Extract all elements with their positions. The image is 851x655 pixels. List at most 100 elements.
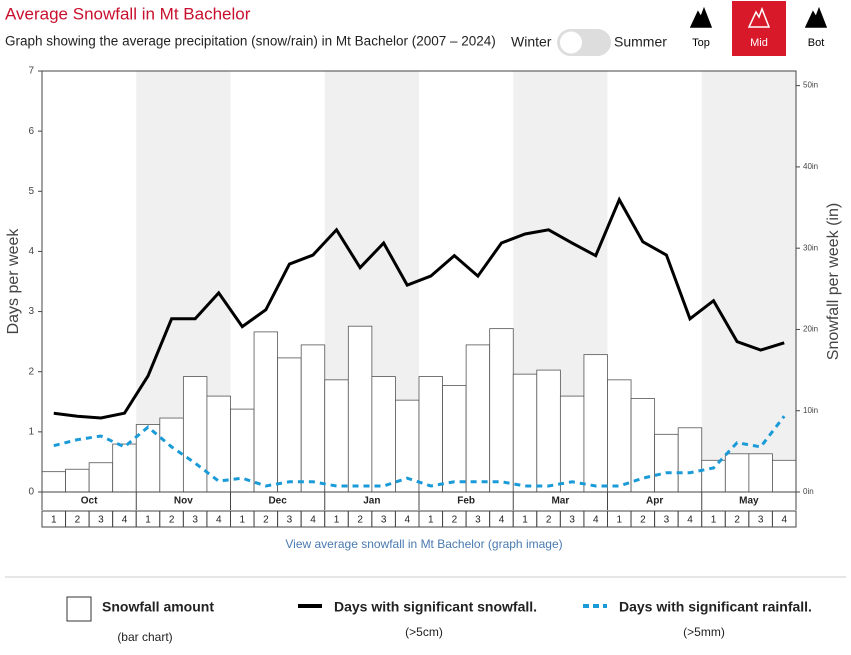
toggle-right: Summer — [614, 34, 667, 50]
bar — [583, 354, 608, 493]
week-label: 1 — [51, 515, 57, 526]
toggle-left: Winter — [511, 34, 552, 50]
week-label: 1 — [145, 515, 151, 526]
elevation-label: Mid — [750, 37, 768, 49]
week-label: 2 — [734, 515, 740, 526]
week-label: 3 — [664, 515, 670, 526]
week-label: 4 — [781, 515, 787, 526]
week-label: 2 — [452, 515, 458, 526]
title: Average Snowfall in Mt Bachelor — [5, 4, 251, 23]
week-label: 3 — [98, 515, 104, 526]
bar — [418, 376, 443, 493]
week-label: 1 — [240, 515, 246, 526]
y2-tick-label: 40in — [803, 162, 818, 171]
week-label: 1 — [522, 515, 528, 526]
month-label: Apr — [646, 496, 663, 507]
legend-label: Days with significant rainfall. — [619, 599, 812, 615]
week-label: 1 — [617, 515, 623, 526]
subtitle: Graph showing the average precipitation … — [5, 34, 496, 49]
bar — [300, 344, 326, 493]
bar — [748, 453, 773, 493]
y-tick-label: 2 — [28, 366, 34, 377]
bar — [41, 471, 66, 493]
week-label: 3 — [192, 515, 198, 526]
y-tick-label: 0 — [28, 487, 34, 498]
bar — [772, 459, 797, 493]
bar — [512, 373, 538, 493]
bar — [206, 395, 231, 493]
bar — [159, 417, 184, 493]
bar — [88, 462, 114, 493]
bar — [559, 395, 585, 493]
legend-swatch — [66, 596, 92, 622]
elevation-button[interactable]: Bot — [804, 6, 828, 49]
week-label: 1 — [334, 515, 340, 526]
y-tick-label: 7 — [28, 66, 34, 77]
legend: Snowfall amount (bar chart) Days with sign… — [66, 596, 812, 644]
week-label: 4 — [310, 515, 316, 526]
line — [53, 415, 786, 488]
y-tick-label: 6 — [28, 126, 34, 137]
bar — [442, 385, 467, 493]
bar — [630, 398, 656, 493]
bar — [654, 433, 679, 493]
legend-label: Days with significant snowfall. — [334, 599, 537, 615]
y2-tick-label: 30in — [803, 243, 818, 252]
week-label: 2 — [75, 515, 81, 526]
week-label: 2 — [169, 515, 175, 526]
mountain-icon — [804, 6, 828, 28]
week-label: 1 — [428, 515, 434, 526]
bar — [277, 357, 302, 493]
chart: 0 1 2 3 4 5 6 7 0in 10in 20in 30in 40in 50in Days per … — [5, 66, 842, 528]
week-label: 4 — [687, 515, 693, 526]
week-label: 3 — [287, 515, 293, 526]
month-label: Feb — [457, 496, 475, 507]
week-box — [771, 510, 797, 528]
elevation-button[interactable]: Top — [689, 6, 713, 49]
y-tick-label: 4 — [28, 246, 34, 257]
week-label: 2 — [546, 515, 552, 526]
elevation-label: Bot — [808, 37, 825, 49]
week-label: 3 — [758, 515, 764, 526]
week-label: 3 — [475, 515, 481, 526]
week-label: 1 — [711, 515, 717, 526]
mountain-icon — [689, 6, 713, 28]
y2-tick-label: 0in — [803, 487, 814, 496]
bar — [701, 459, 726, 493]
week-label: 3 — [381, 515, 387, 526]
y-tick-label: 5 — [28, 186, 34, 197]
bar — [607, 379, 632, 493]
mountain-icon — [747, 6, 771, 28]
bar — [489, 328, 514, 493]
week-label: 4 — [122, 515, 128, 526]
y-tick-label: 3 — [28, 306, 34, 317]
season-toggle[interactable] — [557, 29, 611, 56]
y-axis-title: Days per week — [5, 228, 22, 335]
week-label: 4 — [216, 515, 222, 526]
month-label: Dec — [268, 496, 287, 507]
week-label: 2 — [640, 515, 646, 526]
week-label: 4 — [499, 515, 505, 526]
bar — [347, 325, 373, 493]
elevation-buttons: Top Mid Bot — [689, 1, 828, 56]
elevation-button[interactable]: Mid — [732, 1, 786, 56]
legend-label: Snowfall amount — [102, 599, 214, 615]
y2-tick-label: 50in — [803, 81, 818, 90]
month-label: Nov — [174, 496, 193, 507]
month-shade — [701, 71, 796, 492]
month-label: Mar — [551, 496, 569, 507]
week-label: 4 — [404, 515, 410, 526]
week-label: 2 — [263, 515, 269, 526]
bar — [724, 453, 750, 493]
bar — [677, 427, 703, 493]
bar — [65, 468, 90, 493]
y2-axis-title: Snowfall per week (in) — [825, 203, 842, 360]
y2-tick-label: 20in — [803, 325, 818, 334]
bar — [536, 369, 561, 493]
image-link[interactable]: View average snowfall in Mt Bachelor (gr… — [285, 537, 562, 551]
week-label: 2 — [357, 515, 363, 526]
y2-tick-label: 10in — [803, 406, 818, 415]
bar — [465, 344, 491, 493]
elevation-label: Top — [692, 37, 710, 49]
